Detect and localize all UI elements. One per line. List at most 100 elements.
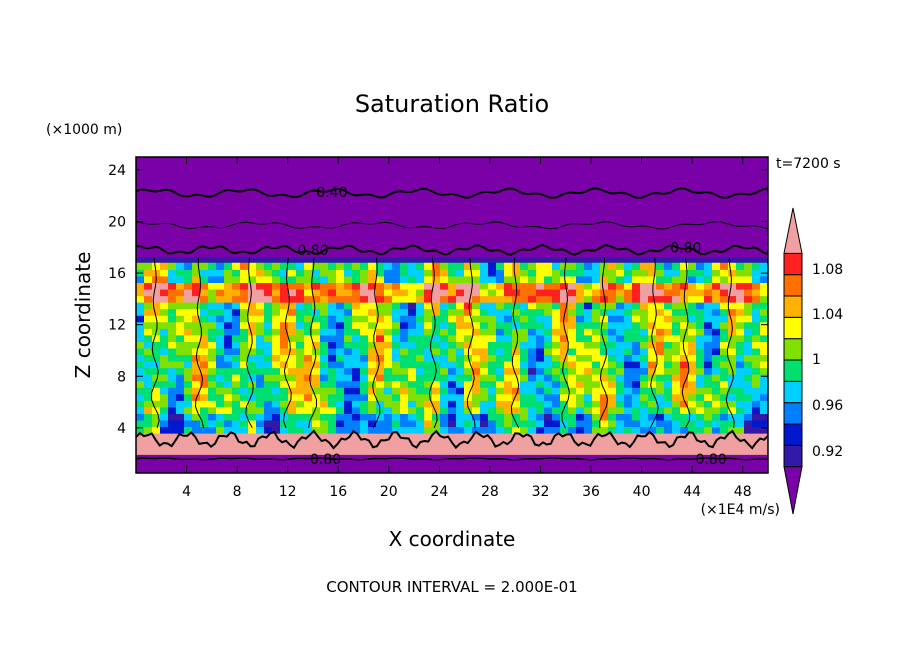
field-cell xyxy=(400,426,409,434)
field-cell xyxy=(544,275,553,284)
field-cell xyxy=(296,406,305,414)
field-cell xyxy=(656,341,665,349)
field-cell xyxy=(352,315,361,323)
field-cell xyxy=(544,367,553,375)
field-cell xyxy=(200,360,209,369)
field-cell xyxy=(440,315,449,323)
field-cell xyxy=(632,282,641,290)
x-units-label: (×1E4 m/s) xyxy=(701,502,780,518)
field-cell xyxy=(528,302,537,310)
field-cell xyxy=(448,302,457,310)
field-cell xyxy=(216,315,225,323)
field-cell xyxy=(160,347,169,356)
field-cell xyxy=(192,406,201,414)
field-cell xyxy=(712,360,721,369)
field-cell xyxy=(616,380,625,388)
field-cell xyxy=(264,419,273,428)
x-tick-label: 32 xyxy=(532,484,550,500)
field-cell xyxy=(184,426,193,434)
field-cell xyxy=(416,302,425,310)
field-cell xyxy=(584,328,593,336)
field-cell xyxy=(608,419,617,428)
field-cell xyxy=(616,308,625,316)
field-cell xyxy=(680,406,689,414)
field-cell xyxy=(456,374,465,382)
field-cell xyxy=(544,321,553,329)
field-cell xyxy=(688,262,697,270)
field-cell xyxy=(752,262,761,270)
field-cell xyxy=(216,360,225,369)
field-cell xyxy=(432,406,441,414)
field-cell xyxy=(728,334,737,342)
field-cell xyxy=(472,400,481,408)
field-cell xyxy=(616,302,625,310)
field-cell xyxy=(544,282,553,290)
field-cell xyxy=(696,380,705,388)
field-cell xyxy=(216,413,225,421)
field-cell xyxy=(184,406,193,414)
field-cell xyxy=(688,295,697,303)
field-cell xyxy=(192,374,201,382)
field-cell xyxy=(456,321,465,329)
field-cell xyxy=(240,400,249,408)
field-cell xyxy=(576,269,585,277)
field-cell xyxy=(144,387,153,395)
field-cell xyxy=(752,393,761,401)
field-cell xyxy=(216,419,225,428)
field-cell xyxy=(392,334,401,342)
field-cell xyxy=(624,413,633,421)
field-cell xyxy=(512,413,521,421)
field-cell xyxy=(176,360,185,369)
field-cell xyxy=(192,360,201,369)
field-cell xyxy=(472,341,481,349)
field-cell xyxy=(592,282,601,290)
field-cell xyxy=(704,295,713,303)
field-cell xyxy=(600,426,609,434)
field-cell xyxy=(232,413,241,421)
field-cell xyxy=(488,393,497,401)
field-cell xyxy=(656,354,665,362)
field-cell xyxy=(160,269,169,277)
field-cell xyxy=(248,380,257,388)
field-cell xyxy=(696,347,705,356)
field-cell xyxy=(344,262,353,270)
field-cell xyxy=(136,374,145,382)
field-cell xyxy=(320,302,329,310)
field-cell xyxy=(672,426,681,434)
field-cell xyxy=(464,315,473,323)
field-cell xyxy=(744,406,753,414)
field-cell xyxy=(696,282,705,290)
field-cell xyxy=(680,302,689,310)
field-cell xyxy=(528,347,537,356)
field-cell xyxy=(696,419,705,428)
field-cell xyxy=(424,334,433,342)
field-cell xyxy=(272,413,281,421)
field-cell xyxy=(472,374,481,382)
field-cell xyxy=(248,288,257,297)
field-cell xyxy=(232,360,241,369)
field-cell xyxy=(232,328,241,336)
field-cell xyxy=(544,393,553,401)
field-cell xyxy=(456,354,465,362)
field-cell xyxy=(200,347,209,356)
colorbar-swatch xyxy=(783,274,803,297)
field-cell xyxy=(208,367,217,375)
field-cell xyxy=(424,302,433,310)
field-cell xyxy=(144,406,153,414)
field-cell xyxy=(472,269,481,277)
field-cell xyxy=(664,288,673,297)
field-cell xyxy=(432,275,441,284)
field-cell xyxy=(336,334,345,342)
field-cell xyxy=(208,321,217,329)
field-cell xyxy=(584,308,593,316)
contour-line-tower xyxy=(194,257,205,429)
field-cell xyxy=(592,406,601,414)
field-cell xyxy=(176,308,185,316)
field-cell xyxy=(304,328,313,336)
field-cell xyxy=(408,321,417,329)
field-cell xyxy=(232,426,241,434)
field-cell xyxy=(616,288,625,297)
field-cell xyxy=(696,328,705,336)
field-cell xyxy=(624,419,633,428)
field-cell xyxy=(512,426,521,434)
